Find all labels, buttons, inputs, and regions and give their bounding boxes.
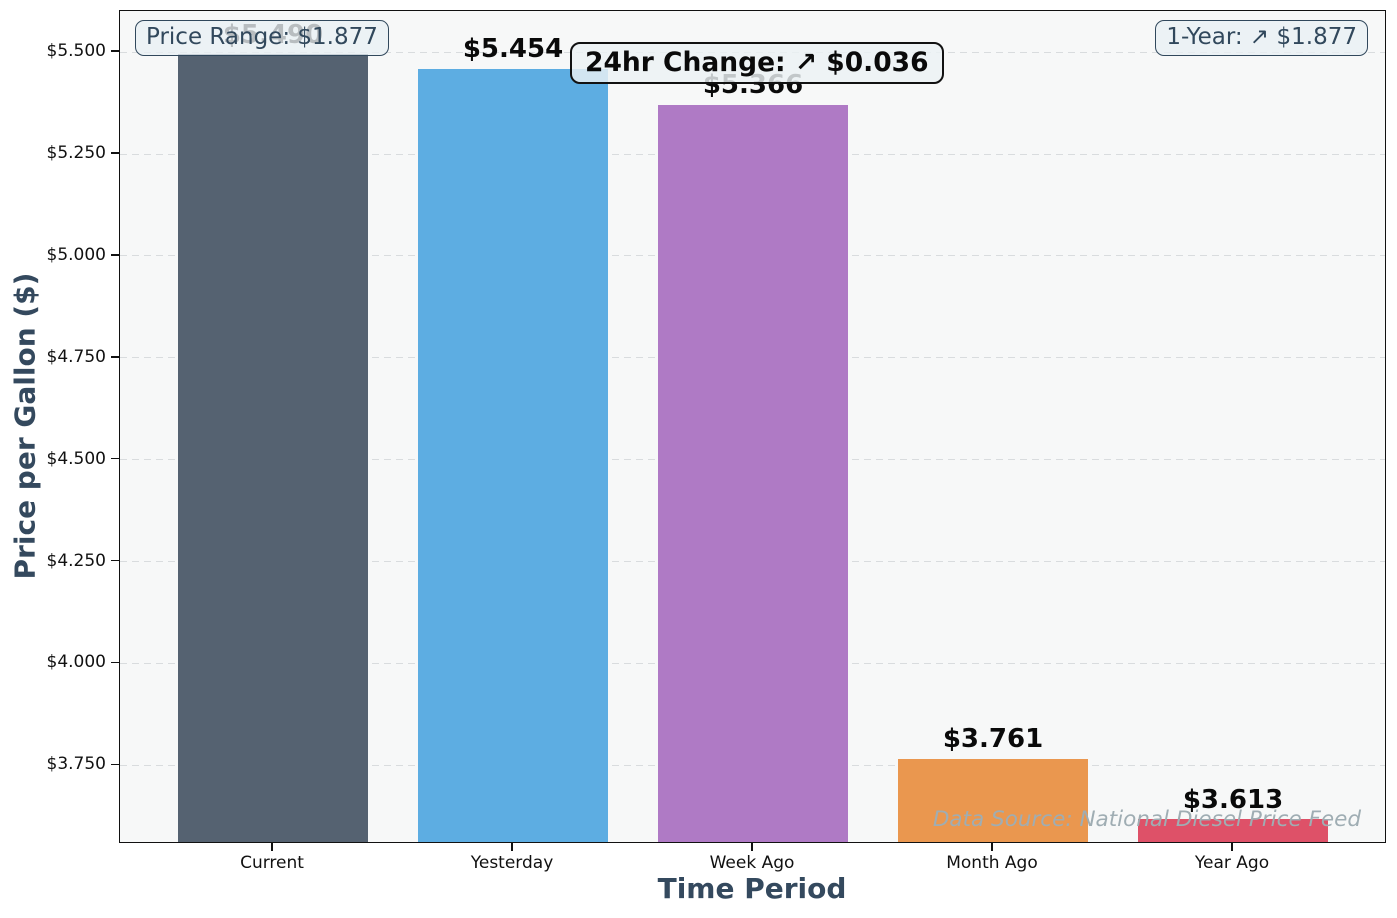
x-tick-mark: [991, 843, 993, 851]
x-tick-label-week-ago: Week Ago: [709, 853, 795, 873]
y-tick-label: $4.750: [46, 346, 106, 367]
y-tick-mark: [111, 457, 119, 460]
bar-value-label: $3.761: [942, 724, 1044, 755]
y-tick-mark: [111, 763, 119, 766]
bar-week-ago: [658, 104, 848, 842]
x-tick-mark: [511, 843, 513, 851]
y-tick-mark: [111, 50, 119, 52]
24hr-change-annotation-box: 24hr Change: ↗ $0.036: [570, 42, 944, 84]
bar-month-ago: [898, 758, 1088, 842]
one-year-change-annotation-box: 1-Year: ↗ $1.877: [1155, 20, 1368, 56]
x-tick-label-year-ago: Year Ago: [1194, 853, 1270, 873]
y-tick-label: $3.750: [46, 754, 106, 775]
y-tick-label: $5.250: [46, 143, 106, 164]
y-tick-label: $4.000: [46, 652, 106, 673]
y-tick-label: $5.500: [46, 41, 106, 62]
price-range-annotation-box: Price Range: $1.877: [135, 20, 389, 56]
y-tick-label: $4.250: [46, 550, 106, 571]
bar-current: [178, 54, 368, 842]
data-source-watermark: Data Source: National Diesel Price Feed: [932, 807, 1361, 832]
y-tick-mark: [111, 559, 119, 562]
y-tick-label: $4.500: [46, 448, 106, 469]
y-tick-mark: [111, 254, 119, 256]
x-tick-mark: [751, 843, 753, 851]
y-tick-mark: [111, 356, 119, 358]
plot-area: Data Source: National Diesel Price Feed …: [119, 10, 1386, 843]
y-tick-label: $5.000: [46, 244, 106, 265]
x-tick-mark: [271, 843, 273, 851]
y-tick-mark: [111, 152, 119, 154]
x-axis-title: Time Period: [657, 872, 847, 905]
bar-yesterday: [418, 68, 608, 842]
bar-value-label: $5.454: [462, 34, 564, 65]
x-tick-label-yesterday: Yesterday: [470, 853, 554, 873]
bar-year-ago: [1138, 819, 1328, 842]
x-tick-label-month-ago: Month Ago: [946, 853, 1038, 873]
x-tick-mark: [1231, 843, 1233, 851]
bar-value-label: $3.613: [1182, 784, 1284, 815]
y-axis-title: Price per Gallon ($): [8, 272, 42, 580]
y-tick-mark: [111, 661, 119, 664]
x-tick-label-current: Current: [240, 853, 304, 873]
